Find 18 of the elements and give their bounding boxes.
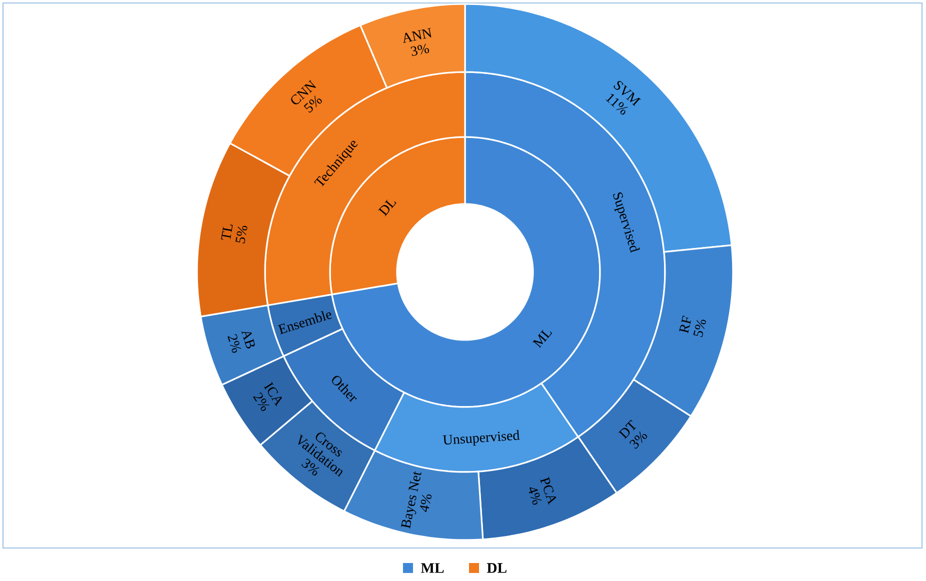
data-label: 3% [410,44,430,56]
slice-label: DL [378,200,396,216]
legend-label: DL [486,563,506,573]
slice-label: ANN [403,28,432,43]
data-label: 4% [528,487,542,505]
slice-label: ML [532,330,552,348]
slice-label: Unsupervised [442,430,520,446]
data-label: 4% [420,494,432,512]
slice-label: PCA [540,476,556,505]
data-label: 5% [693,320,706,338]
data-label: 2% [228,334,242,353]
slice-label: AB [241,331,255,348]
slice-label: RF [679,316,692,334]
slice-label: Bayes Net [400,471,422,529]
data-label: 5% [236,226,248,244]
slice-label: TL [221,224,233,240]
slice-label: Ensemble [278,310,332,334]
legend-label: ML [420,563,444,573]
